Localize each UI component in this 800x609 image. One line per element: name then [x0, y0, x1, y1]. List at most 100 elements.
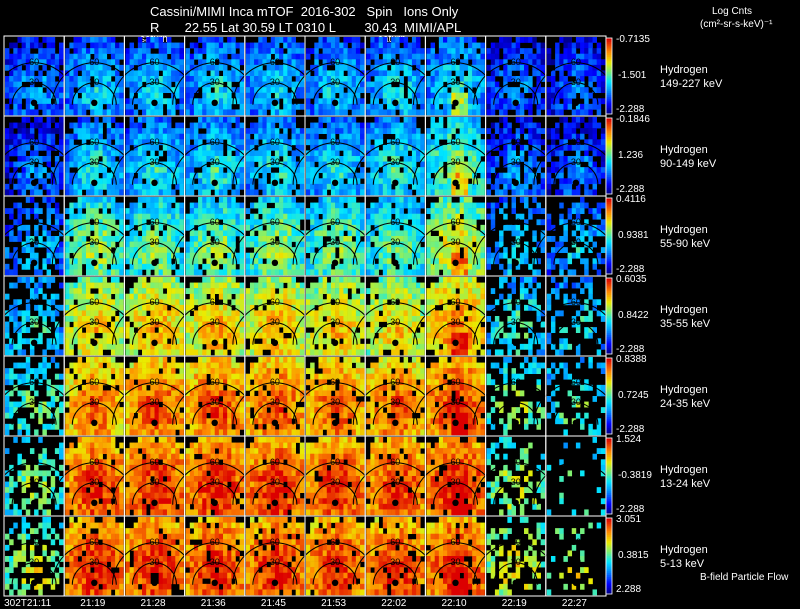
heatmap-cell	[455, 219, 460, 226]
heatmap-cell	[455, 202, 460, 209]
heatmap-cell	[511, 202, 516, 209]
heatmap-cell	[378, 109, 384, 116]
heatmap-cell	[125, 133, 130, 140]
heatmap-cell	[270, 208, 276, 215]
heatmap-cell	[472, 269, 477, 276]
heatmap-cell	[254, 156, 259, 162]
heatmap-cell	[355, 98, 361, 105]
heatmap-cell	[54, 70, 60, 77]
heatmap-cell	[399, 122, 404, 129]
heatmap-cell	[310, 156, 315, 162]
heatmap-cell	[206, 202, 211, 209]
heatmap-cell	[175, 87, 180, 94]
heatmap-cell	[77, 98, 83, 105]
heatmap-cell	[416, 76, 421, 82]
heatmap-cell	[59, 81, 64, 88]
heatmap-cell	[21, 224, 27, 231]
heatmap-cell	[411, 224, 417, 231]
heatmap-cell	[42, 59, 47, 66]
heatmap-cell	[507, 128, 512, 135]
heatmap-cell	[287, 247, 292, 254]
heatmap-cell	[430, 247, 436, 254]
heatmap-cell	[588, 37, 593, 43]
heatmap-cell	[214, 42, 220, 49]
heatmap-cell	[519, 76, 525, 82]
heatmap-cell	[106, 213, 112, 220]
heatmap-cell	[355, 59, 361, 66]
heatmap-cell	[374, 241, 379, 248]
heatmap-cell	[343, 236, 348, 242]
heatmap-cell	[503, 247, 508, 254]
heatmap-cell	[115, 128, 120, 135]
heatmap-cell	[249, 269, 255, 276]
heatmap-cell	[494, 156, 500, 162]
heatmap-cell	[347, 76, 353, 82]
heatmap-cell	[339, 247, 344, 254]
heatmap-cell	[146, 92, 151, 99]
heatmap-cell	[314, 42, 319, 49]
heatmap-cell	[185, 183, 191, 190]
heatmap-cell	[210, 144, 215, 151]
heatmap-cell	[119, 202, 124, 209]
heatmap-cell	[245, 189, 251, 196]
heatmap-cell	[455, 150, 460, 157]
heatmap-cell	[447, 139, 452, 146]
heatmap-cell	[90, 42, 95, 49]
heatmap-cell	[532, 156, 537, 162]
heatmap-cell	[434, 213, 440, 220]
heatmap-cell	[218, 230, 224, 237]
heatmap-cell	[343, 64, 348, 71]
heatmap-cell	[395, 241, 400, 248]
heatmap-cell	[179, 202, 184, 209]
heatmap-cell	[374, 150, 379, 157]
heatmap-cell	[227, 103, 232, 110]
heatmap-cell	[306, 133, 311, 140]
heatmap-cell	[59, 48, 64, 55]
heatmap-cell	[150, 230, 155, 237]
heatmap-cell	[98, 53, 103, 60]
heatmap-cell	[322, 172, 328, 179]
heatmap-cell	[85, 122, 91, 129]
heatmap-cell	[106, 178, 112, 185]
heatmap-cell	[245, 103, 251, 110]
heatmap-cell	[592, 37, 597, 43]
heatmap-cell	[430, 128, 436, 135]
heatmap-cell	[54, 144, 60, 151]
heatmap-cell	[245, 269, 251, 276]
heatmap-cell	[25, 70, 31, 77]
heatmap-cell	[29, 161, 35, 168]
contour-30	[71, 162, 117, 185]
heatmap-cell	[411, 269, 417, 276]
heatmap-cell	[430, 213, 436, 220]
heatmap-cell	[528, 150, 533, 157]
heatmap-cell	[13, 252, 18, 259]
heatmap-cell	[600, 133, 606, 140]
heatmap-cell	[69, 247, 74, 254]
heatmap-cell	[270, 247, 276, 254]
heatmap-cell	[179, 224, 184, 231]
heatmap-cell	[185, 219, 191, 226]
heatmap-cell	[287, 213, 292, 220]
heatmap-cell	[451, 64, 456, 71]
heatmap-cell	[239, 269, 245, 276]
heatmap-cell	[382, 241, 388, 248]
heatmap-cell	[25, 117, 31, 123]
heatmap-cell	[133, 247, 139, 254]
heatmap-cell	[434, 236, 440, 242]
heatmap-cell	[343, 59, 348, 66]
heatmap-cell	[189, 98, 195, 105]
heatmap-cell	[291, 208, 296, 215]
heatmap-cell	[480, 59, 485, 66]
heatmap-cell	[94, 156, 99, 162]
heatmap-cell	[295, 269, 301, 276]
heatmap-cell	[193, 42, 199, 49]
contour-label-60: 60	[270, 137, 280, 147]
heatmap-cell	[90, 252, 95, 259]
heatmap-cell	[507, 183, 512, 190]
heatmap-cell	[258, 103, 263, 110]
heatmap-cell	[110, 109, 116, 116]
heatmap-cell	[38, 103, 43, 110]
heatmap-cell	[438, 224, 444, 231]
heatmap-cell	[420, 48, 425, 55]
heatmap-cell	[355, 202, 361, 209]
